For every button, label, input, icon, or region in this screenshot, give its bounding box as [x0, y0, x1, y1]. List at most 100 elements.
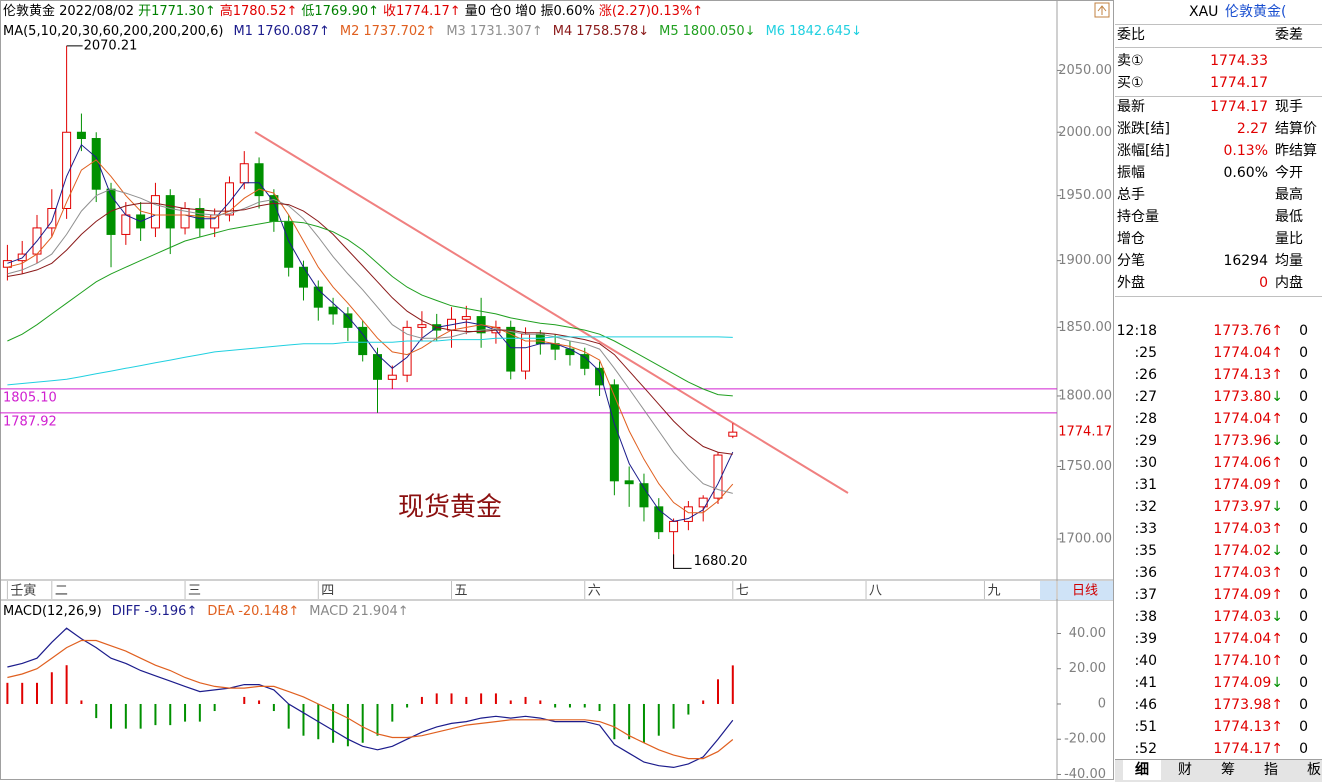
- tick-arrow: ↑: [1271, 565, 1283, 581]
- candle-body: [373, 354, 382, 380]
- row-label: 买①: [1117, 75, 1144, 91]
- candle-body: [624, 480, 634, 485]
- moving-average: [7, 220, 733, 397]
- tick-price: 1774.02↓: [1213, 541, 1283, 561]
- row-value: 0: [1259, 275, 1268, 291]
- candle-body: [461, 316, 471, 320]
- legend-name: DEA: [207, 604, 234, 619]
- tick-time: :40: [1134, 653, 1157, 669]
- row-label: 分笔: [1117, 253, 1145, 269]
- candle-body: [639, 483, 649, 508]
- row-label: 卖①: [1117, 53, 1144, 69]
- header-item: 收1774.17↑: [383, 4, 461, 19]
- tick-arrow: ↑: [1271, 653, 1283, 669]
- legend-name: M3: [446, 24, 466, 39]
- y-tick-label: 40.00: [1069, 626, 1106, 641]
- legend-name: M1: [233, 24, 253, 39]
- candle-body: [47, 207, 57, 229]
- header-item: 仓0: [490, 4, 511, 19]
- candle-body: [62, 131, 72, 209]
- period-label[interactable]: 日线: [1072, 584, 1098, 599]
- tick-price: 1774.04↑: [1213, 409, 1283, 429]
- tab[interactable]: 筹: [1221, 762, 1235, 778]
- tick-volume: 0: [1299, 345, 1308, 361]
- tick-volume: 0: [1299, 675, 1308, 691]
- x-tick-label: 壬寅: [10, 583, 36, 599]
- candle-body: [313, 286, 323, 308]
- tick-arrow: ↓: [1271, 433, 1283, 449]
- header-item: 伦敦黄金 2022/08/02: [3, 3, 134, 19]
- y-tick-label: 0: [1098, 696, 1106, 711]
- level-label: 1805.10: [3, 390, 57, 405]
- candle-body: [254, 163, 264, 197]
- separator: [1115, 296, 1322, 297]
- row-label: 内盘: [1275, 275, 1303, 291]
- tick-arrow: ↑: [1271, 587, 1283, 603]
- tick-price: 1773.96↓: [1213, 431, 1283, 451]
- row-label: 均量: [1275, 253, 1303, 269]
- tick-time: :33: [1134, 521, 1157, 537]
- period-button[interactable]: [1058, 581, 1113, 600]
- separator: [1115, 47, 1322, 48]
- tick-arrow: ↓: [1271, 389, 1283, 405]
- row-label: 振幅: [1117, 165, 1145, 181]
- tick-volume: 0: [1299, 631, 1308, 647]
- tick-price: 1774.09↑: [1213, 585, 1283, 605]
- tick-arrow: ↓: [1271, 609, 1283, 625]
- row-label: 委比: [1117, 27, 1145, 43]
- tab[interactable]: 细: [1123, 760, 1161, 780]
- tick-arrow: ↑: [1271, 323, 1283, 339]
- tick-time: 12:18: [1116, 323, 1157, 339]
- tab[interactable]: 板: [1307, 762, 1321, 778]
- tick-price-value: 1773.76: [1213, 323, 1272, 339]
- tick-price-value: 1774.09: [1213, 477, 1272, 493]
- tick-time: :26: [1134, 367, 1157, 383]
- tick-price: 1774.03↓: [1213, 607, 1283, 627]
- tick-arrow: ↑: [1271, 697, 1283, 713]
- moving-average: [7, 336, 733, 386]
- tick-time: :38: [1134, 609, 1157, 625]
- tick-price-value: 1774.13: [1213, 367, 1272, 383]
- tick-arrow: ↑: [1271, 741, 1283, 757]
- tick-price: 1774.13↑: [1213, 717, 1283, 737]
- tick-price-value: 1774.09: [1213, 675, 1272, 691]
- tick-price-value: 1774.04: [1213, 411, 1272, 427]
- row-label: 结算价: [1275, 121, 1317, 137]
- tick-price-value: 1774.04: [1213, 345, 1272, 361]
- symbol: XAU: [1189, 4, 1219, 20]
- tick-volume: 0: [1299, 653, 1308, 669]
- tick-arrow: ↑: [1271, 521, 1283, 537]
- candle-body: [535, 333, 545, 345]
- tick-volume: 0: [1299, 411, 1308, 427]
- candle-body: [402, 326, 412, 376]
- tick-volume: 0: [1299, 521, 1308, 537]
- x-tick-label: 五: [455, 584, 468, 599]
- tick-time: :31: [1134, 477, 1157, 493]
- candle-body: [121, 214, 131, 235]
- legend-value: 1731.307↑: [470, 24, 543, 39]
- candle-body: [728, 431, 738, 437]
- tab[interactable]: 指: [1264, 762, 1278, 778]
- ma-title: MA(5,10,20,30,60,200,200,200,6): [3, 24, 223, 39]
- tick-time: :32: [1134, 499, 1157, 515]
- legend-value: -20.148↑: [238, 604, 299, 619]
- legend-name: M2: [340, 24, 360, 39]
- header-item: 开1771.30↑: [138, 4, 216, 19]
- legend-value: 1800.050↓: [683, 24, 756, 39]
- macd-line: [7, 639, 734, 760]
- header-item: 增0: [515, 4, 536, 19]
- tick-time: :36: [1134, 565, 1157, 581]
- tick-arrow: ↑: [1271, 631, 1283, 647]
- tick-price: 1774.09↑: [1213, 475, 1283, 495]
- moving-average: [7, 143, 734, 522]
- tick-volume: 0: [1299, 543, 1308, 559]
- tick-price: 1774.06↑: [1213, 453, 1283, 473]
- macd-line: [7, 627, 734, 769]
- row-label: 持仓量: [1117, 209, 1159, 225]
- tab[interactable]: 财: [1178, 762, 1192, 778]
- scroll-button[interactable]: [1040, 581, 1056, 600]
- row-label: 最新: [1117, 99, 1145, 115]
- tick-price: 1773.97↓: [1213, 497, 1283, 517]
- chart-area: 日线 现货黄金 2050.00 2000.00 1950.00 1900.00 1850…: [0, 0, 1114, 781]
